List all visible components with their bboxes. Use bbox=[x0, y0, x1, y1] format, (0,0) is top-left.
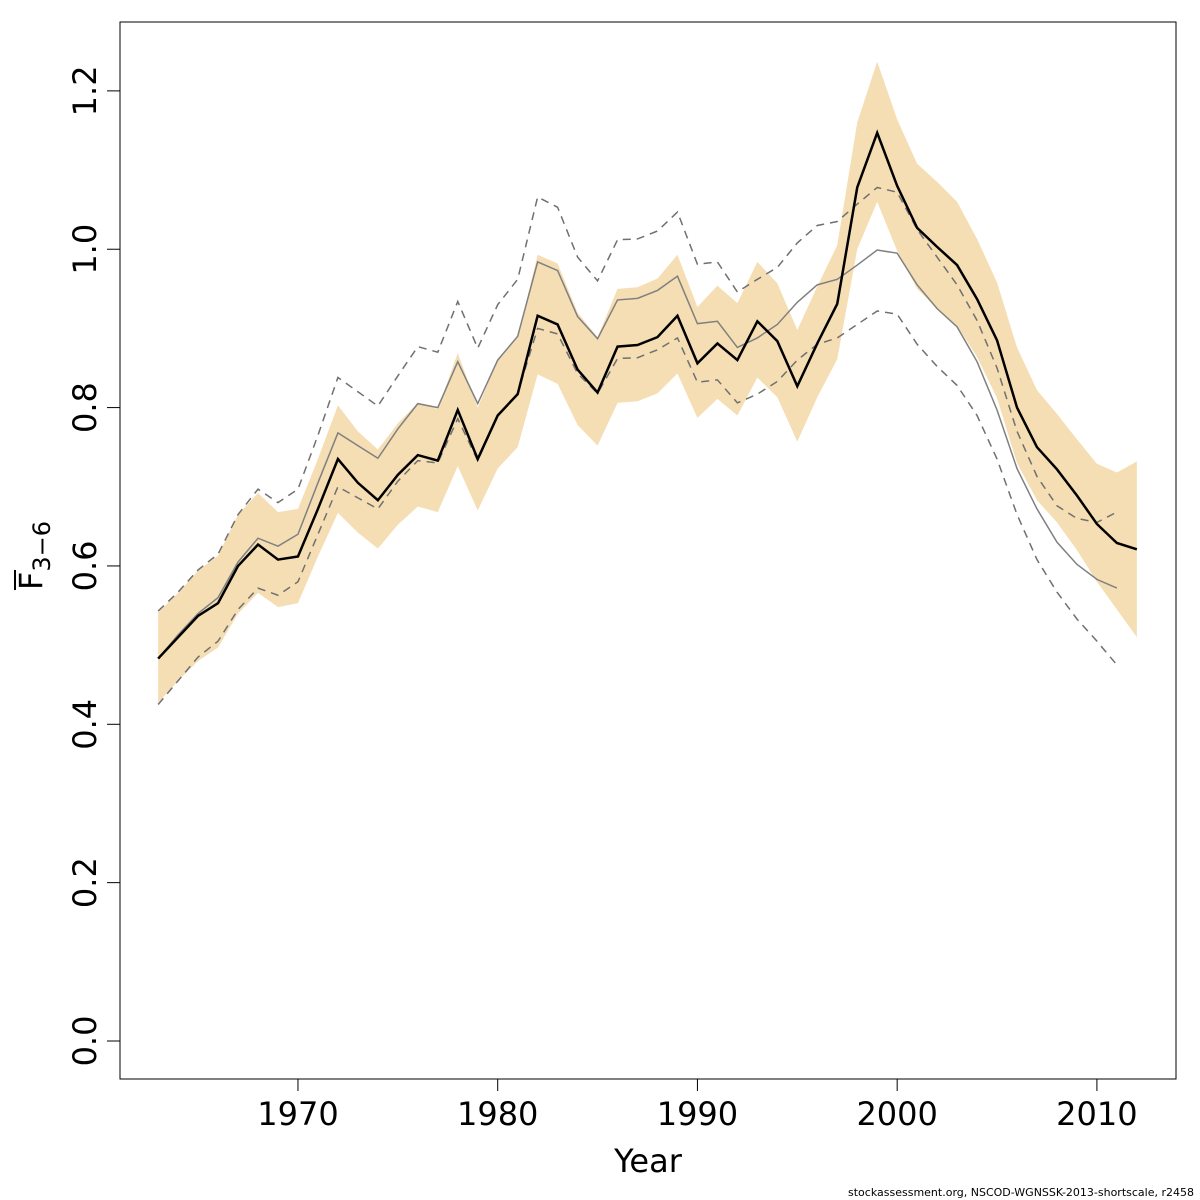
line bbox=[157, 310, 1118, 705]
footer: stockassessment.org, NSCOD-WGNSSK-2013-s… bbox=[848, 1186, 1194, 1199]
plot-frame bbox=[119, 21, 1177, 1080]
x-tick-label: 2000 bbox=[856, 1095, 937, 1133]
y-label-sub: 3−6 bbox=[28, 521, 56, 572]
x-tick-label: 2010 bbox=[1056, 1095, 1137, 1133]
line bbox=[157, 249, 1118, 660]
y-label-main: F bbox=[12, 572, 50, 590]
x-tick-label: 1990 bbox=[657, 1095, 738, 1133]
line bbox=[157, 186, 1118, 612]
x-tick-label: 1970 bbox=[257, 1095, 338, 1133]
x-tick-label: 1980 bbox=[457, 1095, 538, 1133]
y-tick-label: 1.0 bbox=[66, 224, 104, 275]
y-tick-label: 0.4 bbox=[66, 699, 104, 750]
y-axis-label: F3−6 bbox=[12, 521, 56, 590]
y-tick-label: 1.2 bbox=[66, 65, 104, 116]
y-tick-label: 0.8 bbox=[66, 382, 104, 433]
y-label-group: F3−6 bbox=[12, 521, 56, 590]
y-tick-label: 0.2 bbox=[66, 857, 104, 908]
line bbox=[157, 129, 1138, 660]
y-tick-label: 0.0 bbox=[66, 1016, 104, 1067]
confidence-band bbox=[158, 61, 1137, 703]
y-tick-label: 0.6 bbox=[66, 540, 104, 591]
x-axis-label: Year bbox=[613, 1142, 683, 1180]
